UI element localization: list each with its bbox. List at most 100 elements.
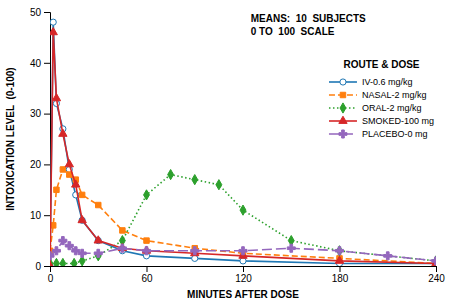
tick-label: 50 [30, 7, 42, 18]
y-tick: 30 [30, 108, 50, 119]
series-marker [335, 256, 343, 263]
tick-label: 180 [332, 273, 349, 284]
legend-label: NASAL-2 mg/kg [362, 90, 427, 100]
legend-item: ORAL-2 mg/kg [329, 103, 422, 113]
y-axis-title: INTOXICATION LEVEL (0-100) [5, 67, 16, 210]
series-marker [94, 236, 102, 243]
legend-label: IV-0.6 mg/kg [362, 77, 413, 87]
series-marker [52, 247, 60, 255]
series-marker [71, 258, 77, 266]
series-marker [50, 19, 56, 25]
x-axis-line [51, 267, 437, 273]
series-line [50, 241, 436, 261]
x-tick: 240 [428, 266, 445, 284]
x-axis-title: MINUTES AFTER DOSE [187, 289, 299, 300]
series-marker [120, 228, 125, 233]
series-line [50, 175, 436, 264]
annotation: MEANS: 10 SUBJECTS [251, 13, 366, 24]
series-marker [192, 255, 198, 261]
series-marker [65, 160, 73, 167]
legend-item: SMOKED-100 mg [329, 116, 434, 126]
series [50, 167, 436, 266]
legend-marker [340, 92, 345, 97]
tick-label: 20 [30, 159, 42, 170]
x-tick: 120 [235, 266, 252, 284]
tick-mark [44, 215, 50, 216]
series [50, 28, 436, 266]
chart: 0 60 120 180 240 0 10 20 30 40 50 MINUTES AFTER DOS… [0, 0, 450, 306]
x-tick: 0 [48, 266, 54, 284]
tick-mark [436, 266, 437, 272]
series-marker [168, 169, 174, 179]
series [50, 19, 436, 266]
plot: 0 60 120 180 240 0 10 20 30 40 50 MINUTES AFTER DOS… [5, 7, 445, 300]
legend-marker [339, 116, 347, 123]
tick-label: 0 [48, 273, 54, 284]
series-marker [216, 180, 222, 190]
tick-mark [44, 164, 50, 165]
x-axis: 0 60 120 180 240 [48, 266, 446, 284]
series [50, 237, 436, 265]
x-tick: 60 [141, 266, 153, 284]
legend-item: PLACEBO-0 mg [329, 129, 428, 139]
y-axis: 0 10 20 30 40 50 [30, 7, 51, 272]
legend-marker [340, 103, 346, 113]
series-line [50, 32, 436, 266]
series-marker [59, 129, 67, 136]
legend: IV-0.6 mg/kg NASAL-2 mg/kg ORAL-2 mg/kg SMO… [329, 77, 434, 139]
annotation: 0 TO 100 SCALE [251, 26, 335, 37]
legend-label: ORAL-2 mg/kg [362, 103, 422, 113]
series [50, 169, 436, 266]
tick-mark [147, 266, 148, 272]
series-marker [384, 252, 392, 260]
tick-label: 60 [141, 273, 153, 284]
series-marker [54, 187, 59, 192]
x-tick: 180 [332, 266, 349, 284]
series-marker [50, 261, 54, 266]
series-marker [60, 167, 65, 172]
series-marker [65, 242, 73, 250]
y-tick: 40 [30, 58, 50, 69]
legend-item: IV-0.6 mg/kg [329, 77, 413, 87]
series-marker [118, 244, 126, 252]
tick-label: 30 [30, 108, 42, 119]
series-marker [78, 249, 86, 257]
series-marker [432, 257, 436, 265]
tick-mark [340, 266, 341, 272]
legend-item: NASAL-2 mg/kg [329, 90, 427, 100]
legend-marker [339, 130, 347, 138]
y-tick: 50 [30, 7, 50, 18]
series-marker [240, 205, 246, 215]
data-area [50, 19, 436, 266]
tick-mark [44, 63, 50, 64]
series-marker [287, 244, 295, 252]
tick-mark [44, 114, 50, 115]
y-tick: 20 [30, 159, 50, 170]
series-marker [191, 247, 199, 255]
tick-mark [44, 266, 50, 267]
tick-label: 240 [428, 273, 445, 284]
series-marker [96, 202, 101, 207]
series-marker [79, 192, 84, 197]
series-marker [50, 28, 57, 35]
series-line [50, 22, 436, 266]
legend-marker [340, 79, 346, 85]
series-marker [53, 258, 59, 266]
y-axis-line [44, 13, 51, 267]
series-line [50, 169, 436, 263]
tick-label: 10 [30, 210, 42, 221]
tick-label: 40 [30, 58, 42, 69]
series-marker [94, 249, 102, 257]
series-marker [59, 237, 67, 245]
tick-label: 120 [235, 273, 252, 284]
legend-title: ROUTE & DOSE [343, 59, 419, 70]
legend-label: PLACEBO-0 mg [362, 129, 428, 139]
tick-label: 0 [35, 261, 41, 272]
series-marker [239, 247, 247, 255]
series-marker [78, 215, 86, 222]
tick-mark [243, 266, 244, 272]
y-tick: 10 [30, 210, 50, 221]
legend-label: SMOKED-100 mg [362, 116, 434, 126]
series-marker [335, 247, 343, 255]
series-marker [144, 238, 149, 243]
